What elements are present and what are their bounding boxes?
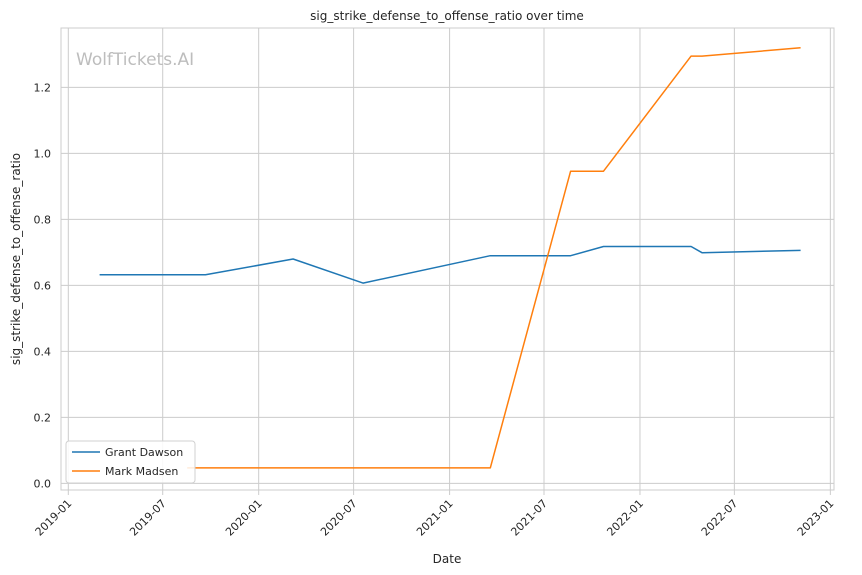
- x-tick-label: 2023-01: [795, 497, 837, 539]
- x-tick-label: 2020-01: [223, 497, 265, 539]
- legend-label-grant-dawson: Grant Dawson: [105, 446, 183, 459]
- legend-label-mark-madsen: Mark Madsen: [105, 465, 178, 478]
- x-tick-label: 2021-01: [414, 497, 456, 539]
- series-lines: [99, 47, 801, 469]
- x-tick-label: 2019-07: [127, 497, 169, 539]
- x-tick-label: 2019-01: [33, 497, 75, 539]
- y-tick-label: 0.4: [34, 345, 52, 358]
- x-axis-label: Date: [433, 552, 462, 566]
- watermark: WolfTickets.AI: [76, 50, 194, 70]
- x-tick-label: 2022-07: [699, 497, 741, 539]
- x-tick-label: 2021-07: [508, 497, 550, 539]
- grid-lines: [61, 28, 834, 490]
- chart-title: sig_strike_defense_to_offense_ratio over…: [310, 9, 584, 23]
- y-tick-label: 0.6: [34, 279, 52, 292]
- x-tick-label: 2022-01: [604, 497, 646, 539]
- y-tick-label: 0.8: [34, 213, 52, 226]
- y-tick-label: 1.0: [34, 147, 52, 160]
- plot-background: [60, 27, 835, 491]
- y-tick-label: 0.0: [34, 477, 52, 490]
- x-tick-label: 2020-07: [318, 497, 360, 539]
- series-line-mark-madsen: [187, 47, 801, 469]
- legend: Grant Dawson Mark Madsen: [65, 440, 196, 484]
- y-tick-label: 1.2: [34, 81, 52, 94]
- y-axis-label: sig_strike_defense_to_offense_ratio: [9, 153, 23, 365]
- y-tick-label: 0.2: [34, 411, 52, 424]
- series-line-grant-dawson: [99, 245, 801, 284]
